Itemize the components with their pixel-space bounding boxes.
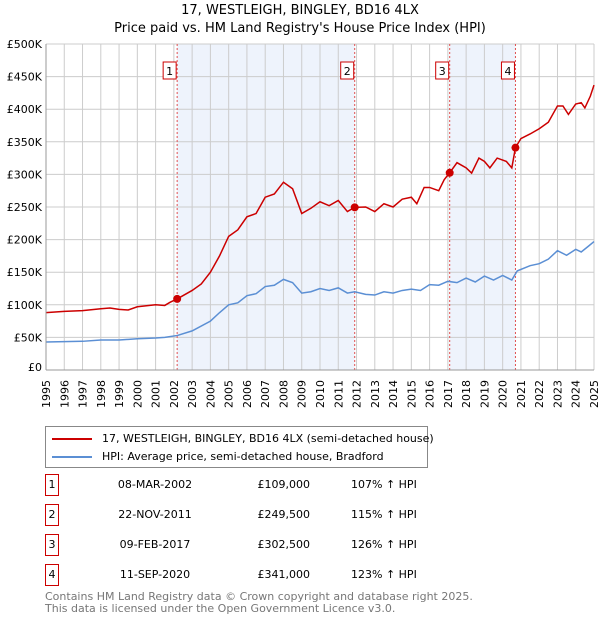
x-tick-label: 2010 <box>314 380 327 408</box>
x-tick-label: 1999 <box>113 380 126 408</box>
chart-title: 17, WESTLEIGH, BINGLEY, BD16 4LX <box>181 3 419 18</box>
x-tick-label: 1997 <box>77 380 90 408</box>
sale-price: £249,500 <box>257 508 311 521</box>
x-tick-label: 2011 <box>332 380 345 408</box>
x-tick-label: 2007 <box>259 380 272 408</box>
table-row: 3 09-FEB-2017 £302,500 126% ↑ HPI <box>45 534 545 556</box>
x-tick-label: 2020 <box>497 380 510 408</box>
x-tick-label: 2008 <box>277 380 290 408</box>
x-tick-label: 1998 <box>95 380 108 408</box>
x-tick-label: 2004 <box>204 380 217 408</box>
sale-number: 1 <box>45 474 59 496</box>
price-chart: 1995 1996 1997 1998 1999 2000 2001 2002 2003 2004… <box>7 38 600 408</box>
sale-number: 4 <box>45 564 59 586</box>
x-tick-label: 2016 <box>424 380 437 408</box>
y-tick-label: £250K <box>7 201 43 214</box>
sale-label-box <box>162 61 177 80</box>
sale-date: 22-NOV-2011 <box>118 508 192 521</box>
footer-line: This data is licensed under the Open Gov… <box>45 602 396 615</box>
x-tick-label: 2025 <box>588 380 600 408</box>
sale-point <box>350 203 359 212</box>
x-tick-label: 2005 <box>223 380 236 408</box>
sale-price: £109,000 <box>257 478 311 491</box>
sale-label-box <box>340 61 355 80</box>
x-tick-label: 2022 <box>533 380 546 408</box>
sale-label-box <box>500 61 515 80</box>
y-tick-label: £200K <box>7 234 43 247</box>
table-row: 4 11-SEP-2020 £341,000 123% ↑ HPI <box>45 564 545 586</box>
y-tick-label: £450K <box>7 71 43 84</box>
x-tick-label: 2013 <box>369 380 382 408</box>
x-tick-label: 2006 <box>241 380 254 408</box>
sale-label-box <box>435 61 450 80</box>
sale-label: 4 <box>504 65 511 78</box>
x-tick-label: 2023 <box>551 380 564 408</box>
footer: Contains HM Land Registry data © Crown c… <box>45 591 473 615</box>
x-tick-label: 2017 <box>442 380 455 408</box>
x-tick-label: 2000 <box>131 380 144 408</box>
y-tick-label: £0 <box>28 361 42 374</box>
sale-date: 08-MAR-2002 <box>117 478 193 491</box>
table-row: 1 08-MAR-2002 £109,000 107% ↑ HPI <box>45 474 545 496</box>
sale-price: £341,000 <box>257 568 311 581</box>
sale-point <box>511 143 520 152</box>
x-tick-label: 2015 <box>405 380 418 408</box>
x-tick-label: 1996 <box>58 380 71 408</box>
y-tick-label: £150K <box>7 266 43 279</box>
sale-label: 2 <box>344 65 351 78</box>
legend-label-property: 17, WESTLEIGH, BINGLEY, BD16 4LX (semi-d… <box>102 432 434 445</box>
x-tick-label: 2024 <box>570 380 583 408</box>
sale-point <box>173 294 182 303</box>
sale-number: 2 <box>45 504 59 526</box>
x-tick-label: 2001 <box>150 380 163 408</box>
x-tick-label: 2002 <box>168 380 181 408</box>
footer-line: Contains HM Land Registry data © Crown c… <box>45 590 473 603</box>
x-tick-label: 2009 <box>296 380 309 408</box>
x-tick-label: 2003 <box>186 380 199 408</box>
y-tick-label: £100K <box>7 299 43 312</box>
sale-point <box>445 168 454 177</box>
sale-hpi: 115% ↑ HPI <box>351 508 417 521</box>
sale-hpi: 123% ↑ HPI <box>351 568 417 581</box>
x-tick-label: 2021 <box>515 380 528 408</box>
y-tick-label: £50K <box>14 331 43 344</box>
sale-label: 1 <box>166 65 173 78</box>
table-row: 2 22-NOV-2011 £249,500 115% ↑ HPI <box>45 504 545 526</box>
y-tick-label: £300K <box>7 168 43 181</box>
x-tick-label: 1995 <box>40 380 53 408</box>
y-tick-label: £500K <box>7 38 43 51</box>
x-tick-label: 2014 <box>387 380 400 408</box>
legend-swatch-hpi <box>52 455 92 458</box>
y-tick-label: £400K <box>7 103 43 116</box>
y-tick-label: £350K <box>7 136 43 149</box>
legend-swatch-property <box>52 437 92 440</box>
legend-label-hpi: HPI: Average price, semi-detached house,… <box>102 450 384 463</box>
x-tick-label: 2019 <box>478 380 491 408</box>
sale-hpi: 107% ↑ HPI <box>351 478 417 491</box>
sale-number: 3 <box>45 534 59 556</box>
hpi-line <box>45 240 595 343</box>
sale-label: 3 <box>439 65 446 78</box>
x-tick-label: 2012 <box>351 380 364 408</box>
x-tick-label: 2018 <box>460 380 473 408</box>
chart-subtitle: Price paid vs. HM Land Registry's House … <box>114 21 486 36</box>
sale-date: 09-FEB-2017 <box>119 538 191 551</box>
sale-hpi: 126% ↑ HPI <box>351 538 417 551</box>
legend: 17, WESTLEIGH, BINGLEY, BD16 4LX (semi-d… <box>45 426 434 468</box>
sale-price: £302,500 <box>257 538 311 551</box>
sale-date: 11-SEP-2020 <box>119 568 191 581</box>
